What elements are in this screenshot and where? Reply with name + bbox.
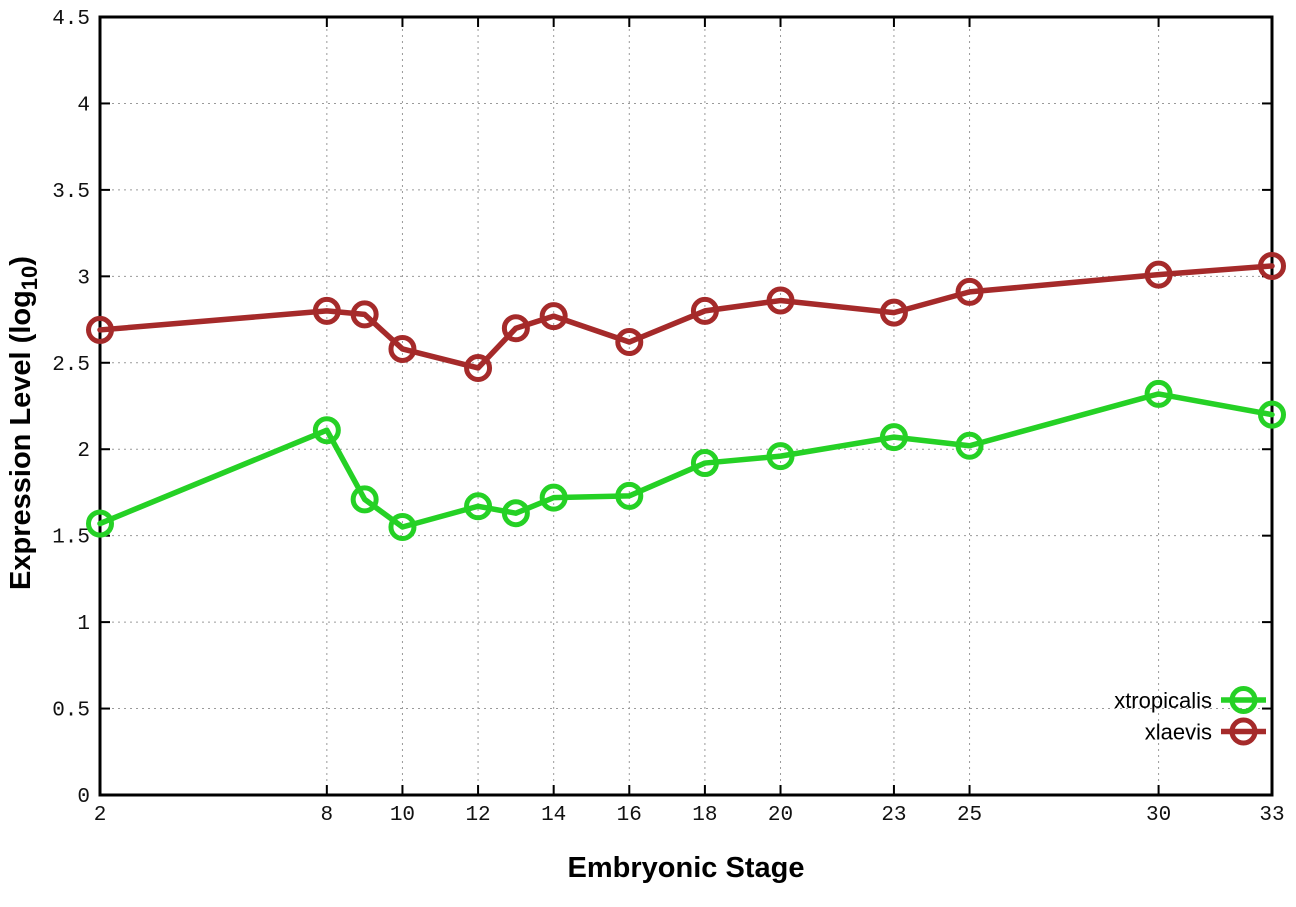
legend: xtropicalis xlaevis (1114, 686, 1266, 746)
plot-border-rect (98, 15, 1274, 797)
axis-ticks (99, 16, 1273, 796)
y-tick-label: 0 (77, 786, 90, 809)
y-tick-label: 1.5 (52, 527, 90, 550)
y-tick-label: 4 (77, 94, 90, 117)
data-series (86, 251, 1286, 542)
y-tick-label: 3 (77, 267, 90, 290)
y-tick-label: 2 (77, 440, 90, 463)
data-point-xlaevis (539, 302, 568, 331)
data-point-xlaevis (388, 334, 417, 363)
x-tick-label: 14 (541, 804, 566, 827)
legend-label-xlaevis: xlaevis (1145, 720, 1212, 745)
data-point-xtropicalis (388, 513, 417, 542)
legend-marker-xlaevis (1229, 717, 1258, 746)
x-tick-label: 30 (1146, 804, 1171, 827)
data-point-xlaevis (86, 315, 114, 344)
series-line-xlaevis (97, 263, 1275, 371)
x-tick-label: 20 (768, 804, 793, 827)
data-point-xtropicalis (312, 416, 341, 445)
x-tick-label: 25 (957, 804, 982, 827)
data-point-xlaevis (955, 277, 984, 306)
x-tick-label: 8 (321, 804, 334, 827)
data-point-xtropicalis (501, 499, 530, 528)
data-point-xtropicalis (350, 485, 379, 514)
data-point-xlaevis (615, 328, 644, 357)
tick-labels: 2 8 10 12 14 16 18 20 23 25 30 33 0 0.5 1 1.5 2 2.5 3 3.5 4 4… (52, 8, 1284, 827)
y-tick-label: 4.5 (52, 8, 90, 31)
data-point-xtropicalis (690, 449, 719, 478)
data-point-xlaevis (1144, 260, 1173, 289)
legend-marker-xtropicalis (1229, 686, 1258, 714)
gridlines (100, 17, 1272, 795)
data-point-xtropicalis (1144, 379, 1173, 408)
data-point-xlaevis (312, 296, 341, 325)
data-point-xtropicalis (539, 483, 568, 512)
data-point-xtropicalis (879, 423, 908, 452)
x-tick-label: 33 (1259, 804, 1284, 827)
data-point-xlaevis (350, 300, 379, 329)
data-point-xlaevis (766, 286, 795, 315)
y-tick-label: 0.5 (52, 700, 90, 723)
y-tick-label: 3.5 (52, 181, 90, 204)
data-point-xlaevis (690, 296, 719, 325)
y-tick-label: 2.5 (52, 354, 90, 377)
legend-label-xtropicalis: xtropicalis (1114, 688, 1212, 713)
y-axis-title: Expression Level (log10) (5, 256, 42, 590)
data-point-xlaevis (464, 353, 493, 382)
x-tick-label: 2 (94, 804, 107, 827)
data-point-xtropicalis (1258, 400, 1286, 429)
data-point-xtropicalis (766, 442, 795, 471)
x-tick-label: 12 (465, 804, 490, 827)
data-point-xlaevis (879, 298, 908, 327)
x-tick-label: 10 (390, 804, 415, 827)
data-point-xlaevis (501, 314, 530, 343)
plot-border (98, 15, 1274, 797)
data-point-xtropicalis (86, 509, 114, 538)
data-point-xtropicalis (955, 431, 984, 460)
x-tick-label: 16 (617, 804, 642, 827)
x-axis-title: Embryonic Stage (568, 852, 805, 884)
series-line-xtropicalis (97, 391, 1275, 530)
data-point-xtropicalis (615, 481, 644, 510)
data-point-xlaevis (1258, 251, 1286, 280)
data-point-xtropicalis (464, 492, 493, 521)
x-tick-label: 18 (692, 804, 717, 827)
x-tick-label: 23 (881, 804, 906, 827)
y-tick-label: 1 (77, 613, 90, 636)
